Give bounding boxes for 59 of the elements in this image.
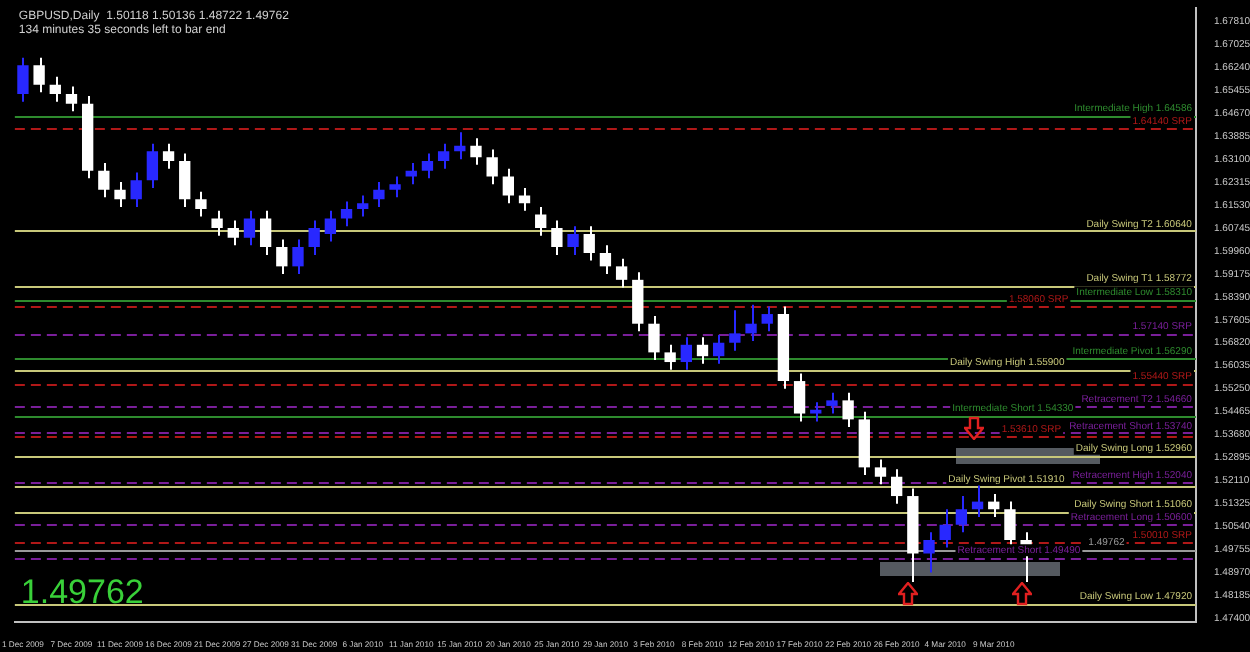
candlestick: [858, 410, 870, 476]
candlestick: [583, 225, 595, 262]
candlestick: [211, 209, 223, 237]
candlestick: [502, 167, 515, 205]
candlestick: [114, 181, 126, 208]
candlestick: [696, 336, 709, 365]
candlestick: [761, 305, 773, 333]
candlestick: [276, 238, 288, 275]
candlestick: [599, 244, 612, 275]
candlestick: [389, 175, 401, 199]
candlestick: [130, 171, 142, 208]
candlestick: [891, 468, 903, 505]
candlestick: [648, 315, 660, 361]
candlestick: [324, 209, 337, 243]
candlestick: [340, 200, 353, 228]
candlestick: [567, 225, 579, 256]
candlestick: [405, 162, 417, 186]
candlestick: [551, 219, 563, 256]
candlestick: [162, 142, 175, 170]
candlestick: [146, 142, 159, 189]
candlestick: [486, 148, 498, 186]
candlestick: [615, 257, 628, 289]
candlestick: [971, 481, 984, 519]
candlestick: [227, 219, 239, 247]
candlestick: [373, 181, 385, 208]
candlestick: [49, 75, 61, 103]
candlestick: [923, 531, 935, 574]
candlestick: [243, 209, 256, 247]
candlestick: [810, 401, 822, 423]
candlestick: [33, 56, 45, 94]
candlestick: [745, 303, 757, 342]
candlestick: [680, 336, 692, 371]
candlestick: [874, 458, 887, 486]
candlestick: [292, 238, 304, 275]
candlestick: [518, 186, 531, 212]
candlestick: [179, 152, 191, 208]
candlestick: [955, 495, 968, 534]
candlestick: [988, 493, 1000, 519]
candlestick: [632, 271, 644, 333]
candlestick: [470, 137, 482, 166]
candlestick: [437, 142, 450, 170]
candlestick: [357, 194, 369, 218]
candlestick: [842, 391, 854, 428]
candlestick: [17, 56, 29, 103]
candlestick: [535, 205, 547, 237]
candlestick: [98, 162, 110, 199]
candlestick: [195, 190, 207, 218]
candlestick: [421, 152, 434, 180]
candlestick: [1004, 500, 1016, 549]
candlestick: [65, 85, 78, 113]
candlestick: [826, 391, 838, 415]
candlestick: [793, 372, 806, 423]
candlestick: [713, 334, 725, 365]
candlestick: [308, 219, 320, 256]
candlestick: [939, 508, 951, 549]
candlestick: [664, 343, 676, 371]
annotation: 1.49762: [20, 572, 144, 611]
candlestick: [729, 309, 741, 352]
candlestick: [259, 209, 272, 256]
